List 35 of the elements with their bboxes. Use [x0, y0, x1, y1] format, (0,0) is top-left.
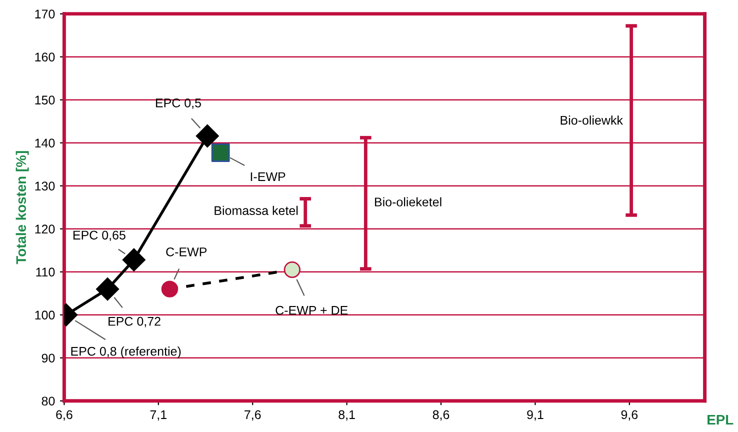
- annotation: Biomassa ketel: [214, 206, 298, 216]
- x-tick-label: 9,6: [621, 410, 638, 421]
- y-tick-label: 150: [35, 96, 55, 104]
- x-axis-title: EPL: [708, 414, 734, 425]
- annotation: EPC 0,65: [73, 230, 126, 242]
- point: [96, 278, 120, 301]
- y-tick-label: 80: [42, 396, 55, 406]
- annotation: Bio-olieketel: [375, 197, 442, 206]
- x-tick-label: 8,6: [432, 410, 450, 421]
- y-tick-label: 110: [36, 268, 55, 277]
- annotation: I-EWP: [250, 172, 286, 181]
- point: [211, 144, 230, 162]
- y-tick-label: 160: [35, 52, 55, 62]
- x-tick-label: 8,1: [338, 410, 355, 421]
- point: [161, 280, 178, 298]
- x-tick-label: 9,1: [527, 410, 544, 421]
- y-tick-label: 170: [35, 10, 55, 18]
- x-tick-label: 6,6: [56, 410, 72, 421]
- annotation: EPC 0,5: [156, 98, 201, 109]
- y-tick-label: 120: [35, 224, 55, 234]
- point: [284, 261, 301, 278]
- y-tick-label: 100: [35, 310, 55, 320]
- y-axis-title: Totale kosten [%]: [16, 151, 29, 264]
- annotation: C-EWP + DE: [276, 306, 348, 315]
- annotation: Bio-oliewkk: [560, 116, 623, 125]
- annotation: EPC 0,8 (referentie): [71, 346, 181, 358]
- y-tick-label: 130: [35, 182, 55, 191]
- point: [196, 124, 219, 148]
- y-tick-label: 140: [35, 138, 55, 148]
- x-tick-label: 7,6: [244, 410, 261, 421]
- x-tick-label: 7,1: [150, 410, 166, 421]
- y-tick-label: 90: [42, 354, 55, 363]
- point: [122, 248, 146, 272]
- annotation: EPC 0,72: [108, 316, 160, 328]
- annotation: C-EWP: [166, 247, 207, 256]
